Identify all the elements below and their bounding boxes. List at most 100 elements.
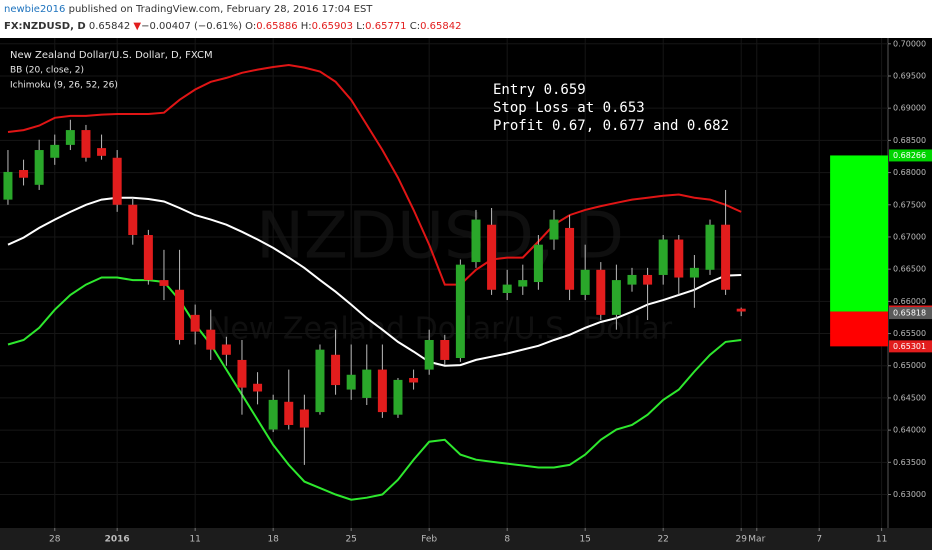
price-label: 0.65301: [893, 342, 926, 351]
y-tick-label: 0.68500: [893, 136, 926, 145]
band-line: [7, 196, 742, 367]
candle-body: [736, 308, 746, 312]
published: published on TradingView.com, February 2…: [69, 4, 374, 15]
price-label-bg: [889, 149, 932, 162]
candle-body: [237, 359, 247, 388]
y-tick-label: 0.65500: [893, 329, 926, 338]
candle-body: [112, 157, 122, 205]
candle-body: [3, 171, 13, 200]
candle-body: [502, 284, 512, 293]
x-tick-label: 11: [876, 535, 887, 545]
candle-body: [377, 369, 387, 413]
candle-body: [268, 399, 278, 430]
y-tick-label: 0.69500: [893, 71, 926, 80]
legend-entry: Ichimoku (9, 26, 52, 26): [10, 81, 118, 91]
c-value: 0.65842: [420, 21, 461, 32]
candle-body: [143, 235, 153, 281]
candle-body: [128, 204, 138, 236]
header-line-2: FX:NZDUSD, D 0.65842 ▼−0.00407 (−0.61%) …: [4, 21, 461, 32]
x-tick-label: 18: [267, 535, 279, 545]
candle-body: [721, 224, 731, 290]
y-tick-label: 0.68000: [893, 168, 926, 177]
candle-body: [658, 239, 668, 275]
candle-body: [611, 280, 621, 315]
c-label: C:: [410, 21, 420, 32]
candle-body: [471, 219, 481, 263]
header-bg: [0, 0, 932, 38]
y-tick-label: 0.63000: [893, 490, 926, 499]
x-tick-label: Mar: [748, 535, 765, 545]
h-label: H:: [301, 21, 312, 32]
x-tick-label: 7: [816, 535, 822, 545]
y-tick-label: 0.70000: [893, 39, 926, 48]
candle-body: [549, 219, 559, 240]
candle-body: [299, 409, 309, 428]
l-value: 0.65771: [365, 21, 406, 32]
candle-body: [455, 264, 465, 359]
y-tick-label: 0.66500: [893, 265, 926, 274]
x-tick-label: 25: [345, 535, 356, 545]
y-tick-label: 0.67500: [893, 200, 926, 209]
candle-body: [175, 289, 185, 340]
candle-body: [643, 274, 653, 285]
candle-body: [65, 130, 75, 145]
candle-body: [284, 401, 294, 425]
change: −0.00407 (−0.61%): [141, 21, 242, 32]
stop-zone: [830, 311, 888, 347]
candle-body: [533, 244, 543, 283]
candle-body: [580, 269, 590, 295]
x-axis-bg: [0, 528, 932, 550]
candle-body: [705, 224, 715, 270]
header-line-1: newbie2016 published on TradingView.com,…: [4, 4, 373, 15]
candle-body: [346, 374, 356, 390]
candle-body: [518, 280, 528, 287]
candle-body: [206, 329, 216, 350]
candle-body: [362, 369, 372, 398]
candle-body: [424, 339, 434, 370]
y-tick-label: 0.66000: [893, 297, 926, 306]
o-value: 0.65886: [256, 21, 297, 32]
candle-body: [34, 150, 44, 185]
y-tick-label: 0.63500: [893, 458, 926, 467]
candle-body: [97, 148, 107, 156]
target-zone: [830, 155, 888, 312]
annotation: Profit 0.67, 0.677 and 0.682: [493, 118, 729, 134]
candle-body: [674, 239, 684, 278]
x-tick-label: 29: [735, 535, 747, 545]
candle-body: [393, 379, 403, 415]
o-label: O:: [245, 21, 256, 32]
candle-body: [221, 344, 231, 355]
author: newbie2016: [4, 4, 65, 15]
price-label: 0.65818: [893, 309, 926, 318]
x-tick-label: Feb: [421, 535, 437, 545]
annotation: Entry 0.659: [493, 82, 586, 98]
x-tick-label: 11: [189, 535, 200, 545]
candle-body: [689, 267, 699, 278]
candle-body: [409, 377, 419, 383]
l-label: L:: [356, 21, 365, 32]
candle-body: [81, 130, 91, 158]
candle-body: [565, 227, 575, 290]
y-tick-label: 0.64500: [893, 393, 926, 402]
price-label-bg: [889, 340, 932, 353]
band-line: [7, 276, 742, 501]
arrow: ▼: [133, 21, 141, 32]
band-line: [7, 63, 742, 286]
candle-body: [253, 383, 263, 392]
x-tick-label: 15: [579, 535, 590, 545]
candle-body: [50, 144, 60, 158]
candle-body: [627, 274, 637, 285]
x-tick-label: 8: [504, 535, 510, 545]
candle-body: [159, 280, 169, 286]
x-tick-label: 28: [49, 535, 61, 545]
price-label: 0.68266: [893, 151, 926, 160]
candle-body: [190, 314, 200, 332]
y-tick-label: 0.69000: [893, 104, 926, 113]
legend-entry: New Zealand Dollar/U.S. Dollar, D, FXCM: [10, 50, 213, 61]
candle-body: [19, 169, 29, 178]
last-price: 0.65842: [89, 21, 130, 32]
symbol: FX:NZDUSD, D: [4, 21, 86, 32]
